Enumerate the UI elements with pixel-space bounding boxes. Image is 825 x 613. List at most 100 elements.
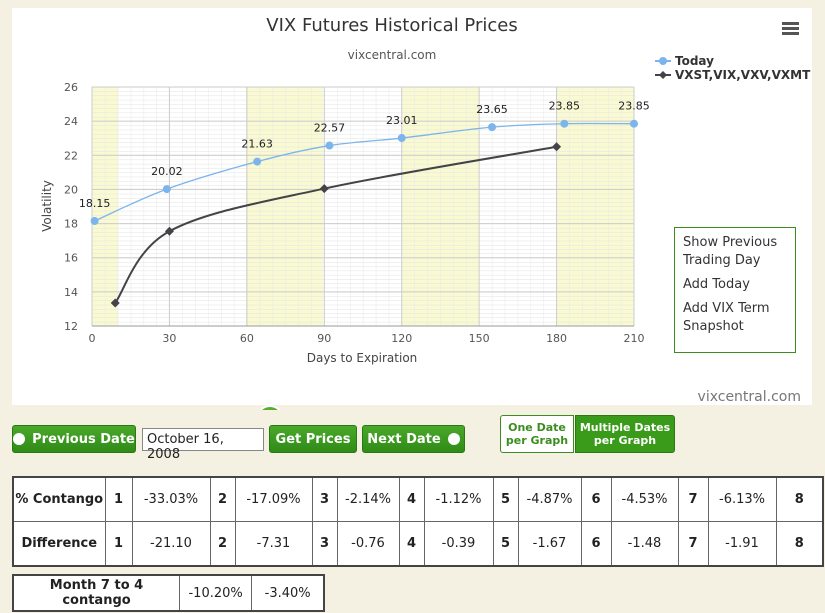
table-cell: -0.39: [423, 521, 494, 567]
marker: [560, 119, 569, 128]
table-cell: -4.53%: [610, 476, 679, 522]
table-cell: -6.13%: [707, 476, 777, 522]
table-cell: 5: [492, 521, 519, 567]
y-tick-label: 22: [64, 149, 78, 162]
table-cell: -33.03%: [131, 476, 211, 522]
icon: [13, 433, 26, 445]
x-tick-label: 150: [469, 332, 490, 345]
series-line: [114, 145, 557, 304]
previous-date-button[interactable]: Previous Date: [12, 425, 136, 453]
x-tick-label: 30: [162, 332, 176, 345]
date-input[interactable]: October 16, 2008: [142, 428, 264, 462]
data-label: 18.15: [79, 197, 111, 210]
table-cell: Difference: [12, 521, 106, 567]
table-cell: -21.10: [131, 521, 211, 567]
marker: [164, 226, 174, 236]
data-label: 23.01: [386, 114, 418, 127]
y-tick-label: 12: [64, 320, 78, 333]
menu-icon[interactable]: [782, 22, 799, 35]
context-menu: Show Previous Trading Day Add Today Add …: [674, 227, 796, 353]
table-row: Month 7 to 4 contango -10.20% -3.40%: [12, 574, 325, 612]
data-label: 22.57: [314, 122, 346, 135]
table-cell: 2: [209, 476, 236, 522]
chart: VIX Futures Historical Prices vixcentral…: [12, 8, 812, 410]
table-cell: % Contango: [12, 476, 106, 522]
y-tick-label: 24: [64, 115, 78, 128]
table-cell: -4.87%: [517, 476, 582, 522]
table-cell: -10.20%: [178, 574, 253, 612]
table-cell: 4: [398, 476, 425, 522]
table-cell: 8: [775, 476, 824, 522]
marker: [630, 119, 638, 128]
calendar-icon[interactable]: [257, 405, 283, 410]
legend-marker: [659, 57, 667, 65]
data-label: 23.85: [618, 100, 650, 113]
table-row: % Contango 1 -33.03% 2 -17.09% 3 -2.14% 4 -1.12%…: [12, 476, 824, 522]
menu-icon-bar: [782, 32, 799, 35]
button-label: Get Prices: [275, 431, 351, 447]
menu-item[interactable]: Add VIX Term Snapshot: [683, 301, 770, 334]
table-cell: 1: [104, 476, 133, 522]
x-tick-label: 120: [391, 332, 412, 345]
marker: [319, 184, 329, 194]
x-tick-label: 180: [546, 332, 567, 345]
table-cell: 3: [311, 521, 338, 567]
legend-marker: [659, 71, 667, 79]
y-tick-label: 18: [64, 218, 78, 231]
y-axis-title: Volatility: [40, 180, 54, 232]
table-cell: 2: [209, 521, 236, 567]
data-label: 23.85: [549, 100, 581, 113]
marker: [162, 185, 171, 194]
marker: [110, 298, 120, 308]
table-cell: 7: [677, 476, 709, 522]
button-label: Previous Date: [32, 431, 135, 447]
next-date-button[interactable]: Next Date: [362, 425, 465, 453]
marker: [253, 157, 262, 166]
table-cell: -1.12%: [423, 476, 494, 522]
table-cell: -1.48: [610, 521, 679, 567]
table-row: Difference 1 -21.10 2 -7.31 3 -0.76 4 -0.39 5 -1.6…: [12, 521, 824, 567]
series-line: [94, 122, 635, 222]
table-cell: Month 7 to 4 contango: [12, 574, 180, 612]
get-prices-button[interactable]: Get Prices: [269, 425, 357, 453]
mode-toggle[interactable]: One Date per Graph: [500, 415, 574, 453]
y-tick-label: 20: [64, 183, 78, 196]
table-cell: -17.09%: [234, 476, 313, 522]
table-cell: 8: [775, 521, 824, 567]
button-label: Next Date: [367, 431, 441, 447]
chart-title: VIX Futures Historical Prices: [266, 15, 517, 36]
mode-toggle[interactable]: Multiple Dates per Graph: [575, 415, 675, 453]
table-cell: -1.67: [517, 521, 582, 567]
menu-item[interactable]: Show Previous Trading Day: [683, 235, 778, 268]
chart-subtitle: vixcentral.com: [348, 48, 437, 62]
data-label: 20.02: [151, 165, 183, 178]
x-axis-title: Days to Expiration: [307, 351, 418, 365]
legend-label: VXST,VIX,VXV,VXMT: [675, 68, 811, 82]
marker: [90, 217, 99, 226]
y-tick-label: 14: [64, 286, 78, 299]
x-tick-label: 60: [240, 332, 254, 345]
table-cell: 6: [580, 521, 612, 567]
x-tick-label: 90: [317, 332, 331, 345]
x-tick-label: 0: [89, 332, 96, 345]
table-cell: 3: [311, 476, 338, 522]
summary-table: Month 7 to 4 contango -10.20% -3.40%: [12, 574, 325, 612]
menu-icon-bar: [782, 22, 799, 25]
marker: [552, 142, 562, 152]
table-cell: -3.40%: [251, 574, 325, 612]
y-tick-label: 26: [64, 81, 78, 94]
marker: [488, 123, 497, 132]
table-cell: 7: [677, 521, 709, 567]
legend-label: Today: [675, 54, 714, 68]
table-cell: 5: [492, 476, 519, 522]
menu-icon-bar: [782, 27, 799, 30]
y-tick-label: 16: [64, 252, 78, 265]
x-tick-label: 210: [624, 332, 645, 345]
table-cell: -0.76: [336, 521, 400, 567]
data-label: 21.63: [241, 138, 273, 151]
credits: vixcentral.com: [698, 389, 801, 405]
menu-item[interactable]: Add Today: [683, 277, 750, 292]
table-cell: 1: [104, 521, 133, 567]
table-cell: -2.14%: [336, 476, 400, 522]
